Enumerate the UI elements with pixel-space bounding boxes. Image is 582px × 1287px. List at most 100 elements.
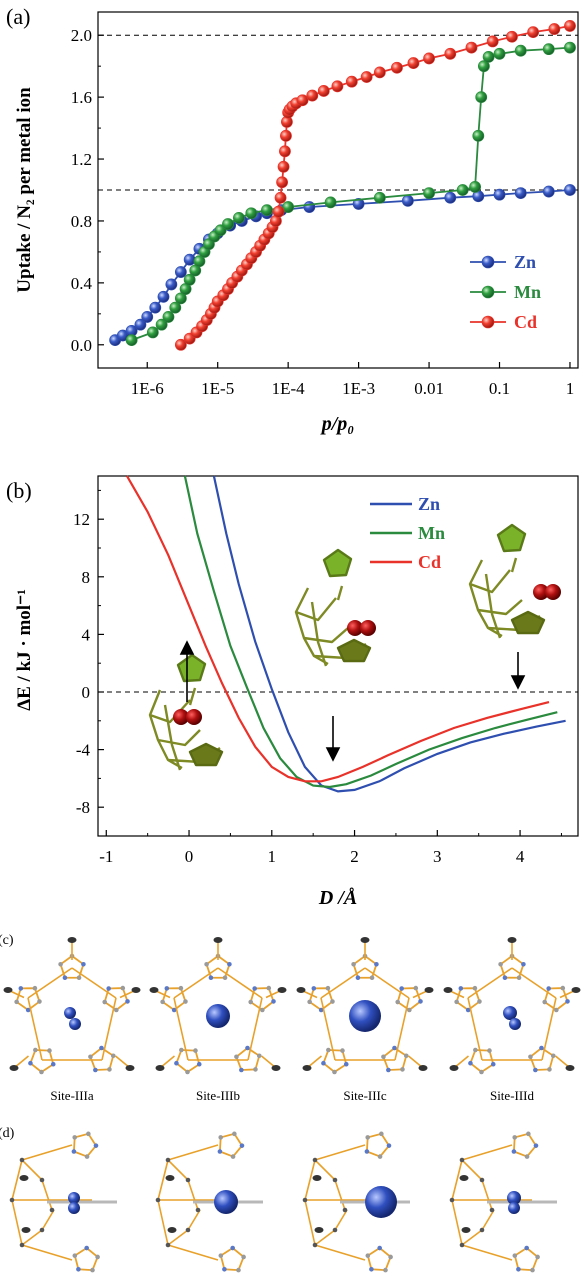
framework-atom — [71, 1149, 77, 1154]
data-point — [155, 318, 168, 331]
framework-atom — [253, 1067, 258, 1072]
framework-atom — [342, 1207, 348, 1213]
framework-atom — [84, 1154, 90, 1159]
framework-atom — [565, 999, 570, 1004]
framework-bond — [157, 1199, 169, 1246]
data-point — [280, 129, 292, 142]
framework-atom — [33, 1047, 38, 1053]
imidazolate-ring — [89, 1046, 115, 1071]
legend-label: Mn — [514, 282, 541, 302]
framework-bond — [314, 1159, 336, 1181]
framework-atom — [102, 999, 107, 1005]
methyl-group — [424, 987, 434, 993]
imidazolate-ring — [59, 954, 85, 979]
methyl-group — [443, 987, 453, 993]
methyl-group — [571, 987, 581, 993]
framework-atom — [307, 999, 312, 1005]
legend-marker — [481, 255, 495, 269]
framework-bond — [71, 967, 117, 999]
framework-atom — [468, 1060, 473, 1066]
framework-bond — [41, 1179, 53, 1211]
n2-molecule-atom — [68, 1202, 80, 1214]
y-tick-label: -4 — [76, 741, 91, 760]
series-b — [126, 475, 566, 793]
panel-d-label: (d) — [0, 1126, 15, 1141]
data-point — [444, 47, 457, 60]
methyl-group — [9, 1065, 19, 1071]
framework-bond — [304, 1159, 316, 1201]
framework-bond — [481, 1209, 495, 1231]
imidazolate-ring — [352, 954, 378, 979]
methyl-group — [507, 937, 517, 943]
framework-bond — [27, 967, 73, 999]
n2-molecule — [365, 1186, 397, 1218]
panel-c-label: (c) — [0, 933, 14, 948]
framework-atom — [472, 985, 478, 991]
framework-bond — [451, 1199, 463, 1246]
data-point — [482, 50, 495, 63]
methyl-group — [312, 1175, 322, 1181]
framework-atom — [93, 1067, 98, 1073]
framework-bond — [11, 1159, 23, 1201]
framework-atom — [245, 1045, 250, 1051]
methyl-group — [449, 1065, 459, 1071]
x-axis-a: 1E-6 1E-5 1E-4 1E-3 0.01 0.1 1 — [131, 362, 574, 398]
framework-bond — [187, 1179, 199, 1211]
framework-atom — [183, 999, 188, 1004]
imidazolate-ring — [175, 1049, 201, 1074]
data-point — [506, 30, 518, 43]
x-tick-label: 0.01 — [414, 379, 444, 398]
legend-b: Zn Mn Cd — [370, 494, 445, 572]
reference-lines-a — [98, 34, 578, 191]
annotation-arrows — [179, 640, 526, 762]
framework-atom — [530, 1267, 535, 1273]
framework-bond — [11, 1199, 23, 1246]
framework-atom — [256, 1053, 262, 1059]
imidazolate-ring — [529, 1046, 555, 1071]
imidazolate-ring — [512, 1132, 538, 1158]
framework-atom — [47, 1048, 52, 1053]
data-point — [352, 198, 365, 210]
framework-atom — [340, 1048, 345, 1053]
data-point — [542, 43, 555, 56]
series-cd — [174, 20, 576, 351]
framework-bond — [314, 1229, 336, 1246]
framework-bond — [461, 1159, 483, 1181]
framework-bond — [314, 1244, 366, 1261]
framework-atom — [185, 1227, 191, 1233]
framework-atom — [355, 975, 361, 981]
imidazolate-ring — [205, 954, 231, 979]
framework-atom — [72, 1135, 78, 1140]
framework-bond — [320, 967, 366, 999]
legend-label: Mn — [418, 523, 445, 543]
framework-atom — [62, 975, 68, 981]
n2-molecule-atom — [69, 1018, 81, 1030]
imidazolate-ring — [29, 1049, 55, 1074]
data-point — [324, 196, 337, 209]
data-point — [456, 184, 469, 196]
y-axis-label-b: ΔE / kJ · mol⁻¹ — [14, 589, 35, 711]
x-tick-label: 1 — [268, 847, 277, 866]
framework-bond — [217, 967, 263, 999]
n2-molecule-atom — [503, 1006, 517, 1020]
y-axis-b: -8 -4 0 4 8 12 — [73, 489, 104, 817]
methyl-group — [19, 1175, 29, 1181]
data-point — [373, 191, 386, 204]
o2-molecule-atom — [533, 584, 549, 600]
site-structure-top — [149, 937, 287, 1075]
framework-bond — [461, 1229, 483, 1246]
framework-bond — [320, 997, 336, 1061]
framework-atom — [239, 1143, 245, 1148]
framework-atom — [343, 1061, 349, 1067]
framework-atom — [365, 1135, 371, 1140]
framework-atom — [332, 1177, 338, 1183]
framework-atom — [381, 1054, 386, 1060]
series-line-cd — [126, 475, 550, 783]
framework-bond — [247, 997, 263, 1061]
o2-molecule-atom — [347, 620, 363, 636]
legend-label: Zn — [418, 494, 440, 514]
data-point — [514, 187, 527, 199]
methyl-group — [149, 987, 159, 993]
site-structure-top — [443, 937, 581, 1075]
